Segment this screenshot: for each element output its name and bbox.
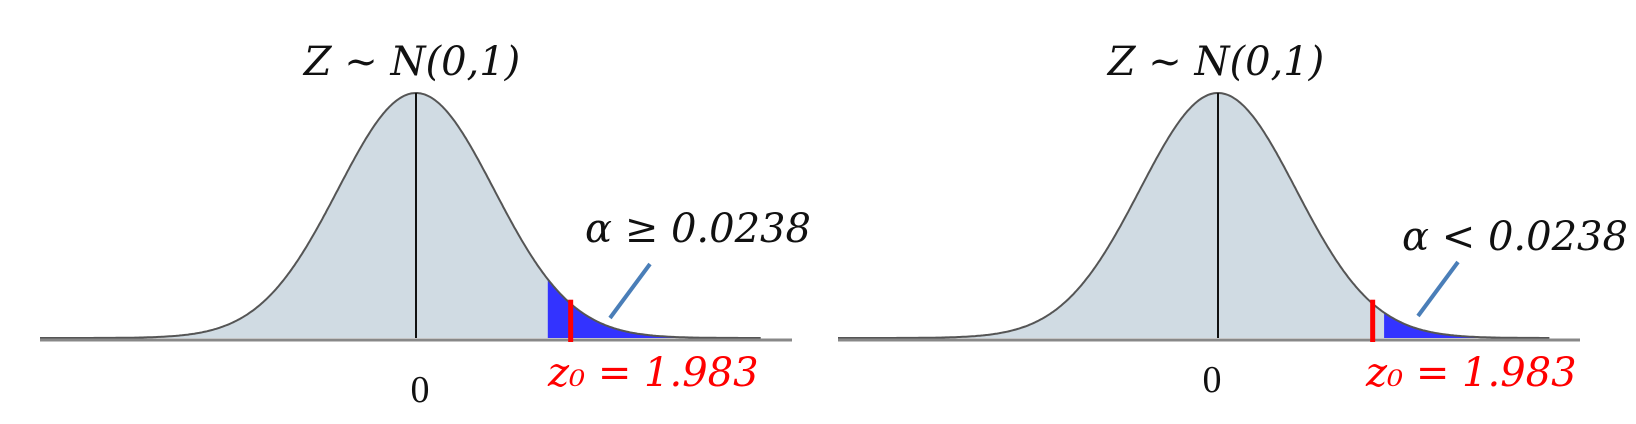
mean-label: 0 xyxy=(411,369,430,411)
critical-value-label: z₀ = 1.983 xyxy=(547,350,759,396)
alpha-label: α < 0.0238 xyxy=(1402,214,1628,260)
mean-label: 0 xyxy=(1203,359,1222,401)
left-panel: Z ~ N(0,1) 0 α ≥ 0.0238 z₀ = 1.983 xyxy=(40,39,811,411)
curve-fill xyxy=(838,93,1550,338)
bell-curve xyxy=(838,92,1550,339)
right-panel: Z ~ N(0,1) 0 α < 0.0238 z₀ = 1.983 xyxy=(838,39,1628,401)
distribution-label: Z ~ N(0,1) xyxy=(302,39,521,85)
curve-fill xyxy=(40,93,761,338)
bell-curve xyxy=(40,92,761,339)
shaded-tail-region xyxy=(547,279,762,338)
alpha-pointer xyxy=(1416,260,1460,318)
distribution-label: Z ~ N(0,1) xyxy=(1106,39,1325,85)
alpha-pointer xyxy=(608,262,652,320)
critical-value-label: z₀ = 1.983 xyxy=(1365,350,1577,396)
alpha-label: α ≥ 0.0238 xyxy=(585,206,811,252)
